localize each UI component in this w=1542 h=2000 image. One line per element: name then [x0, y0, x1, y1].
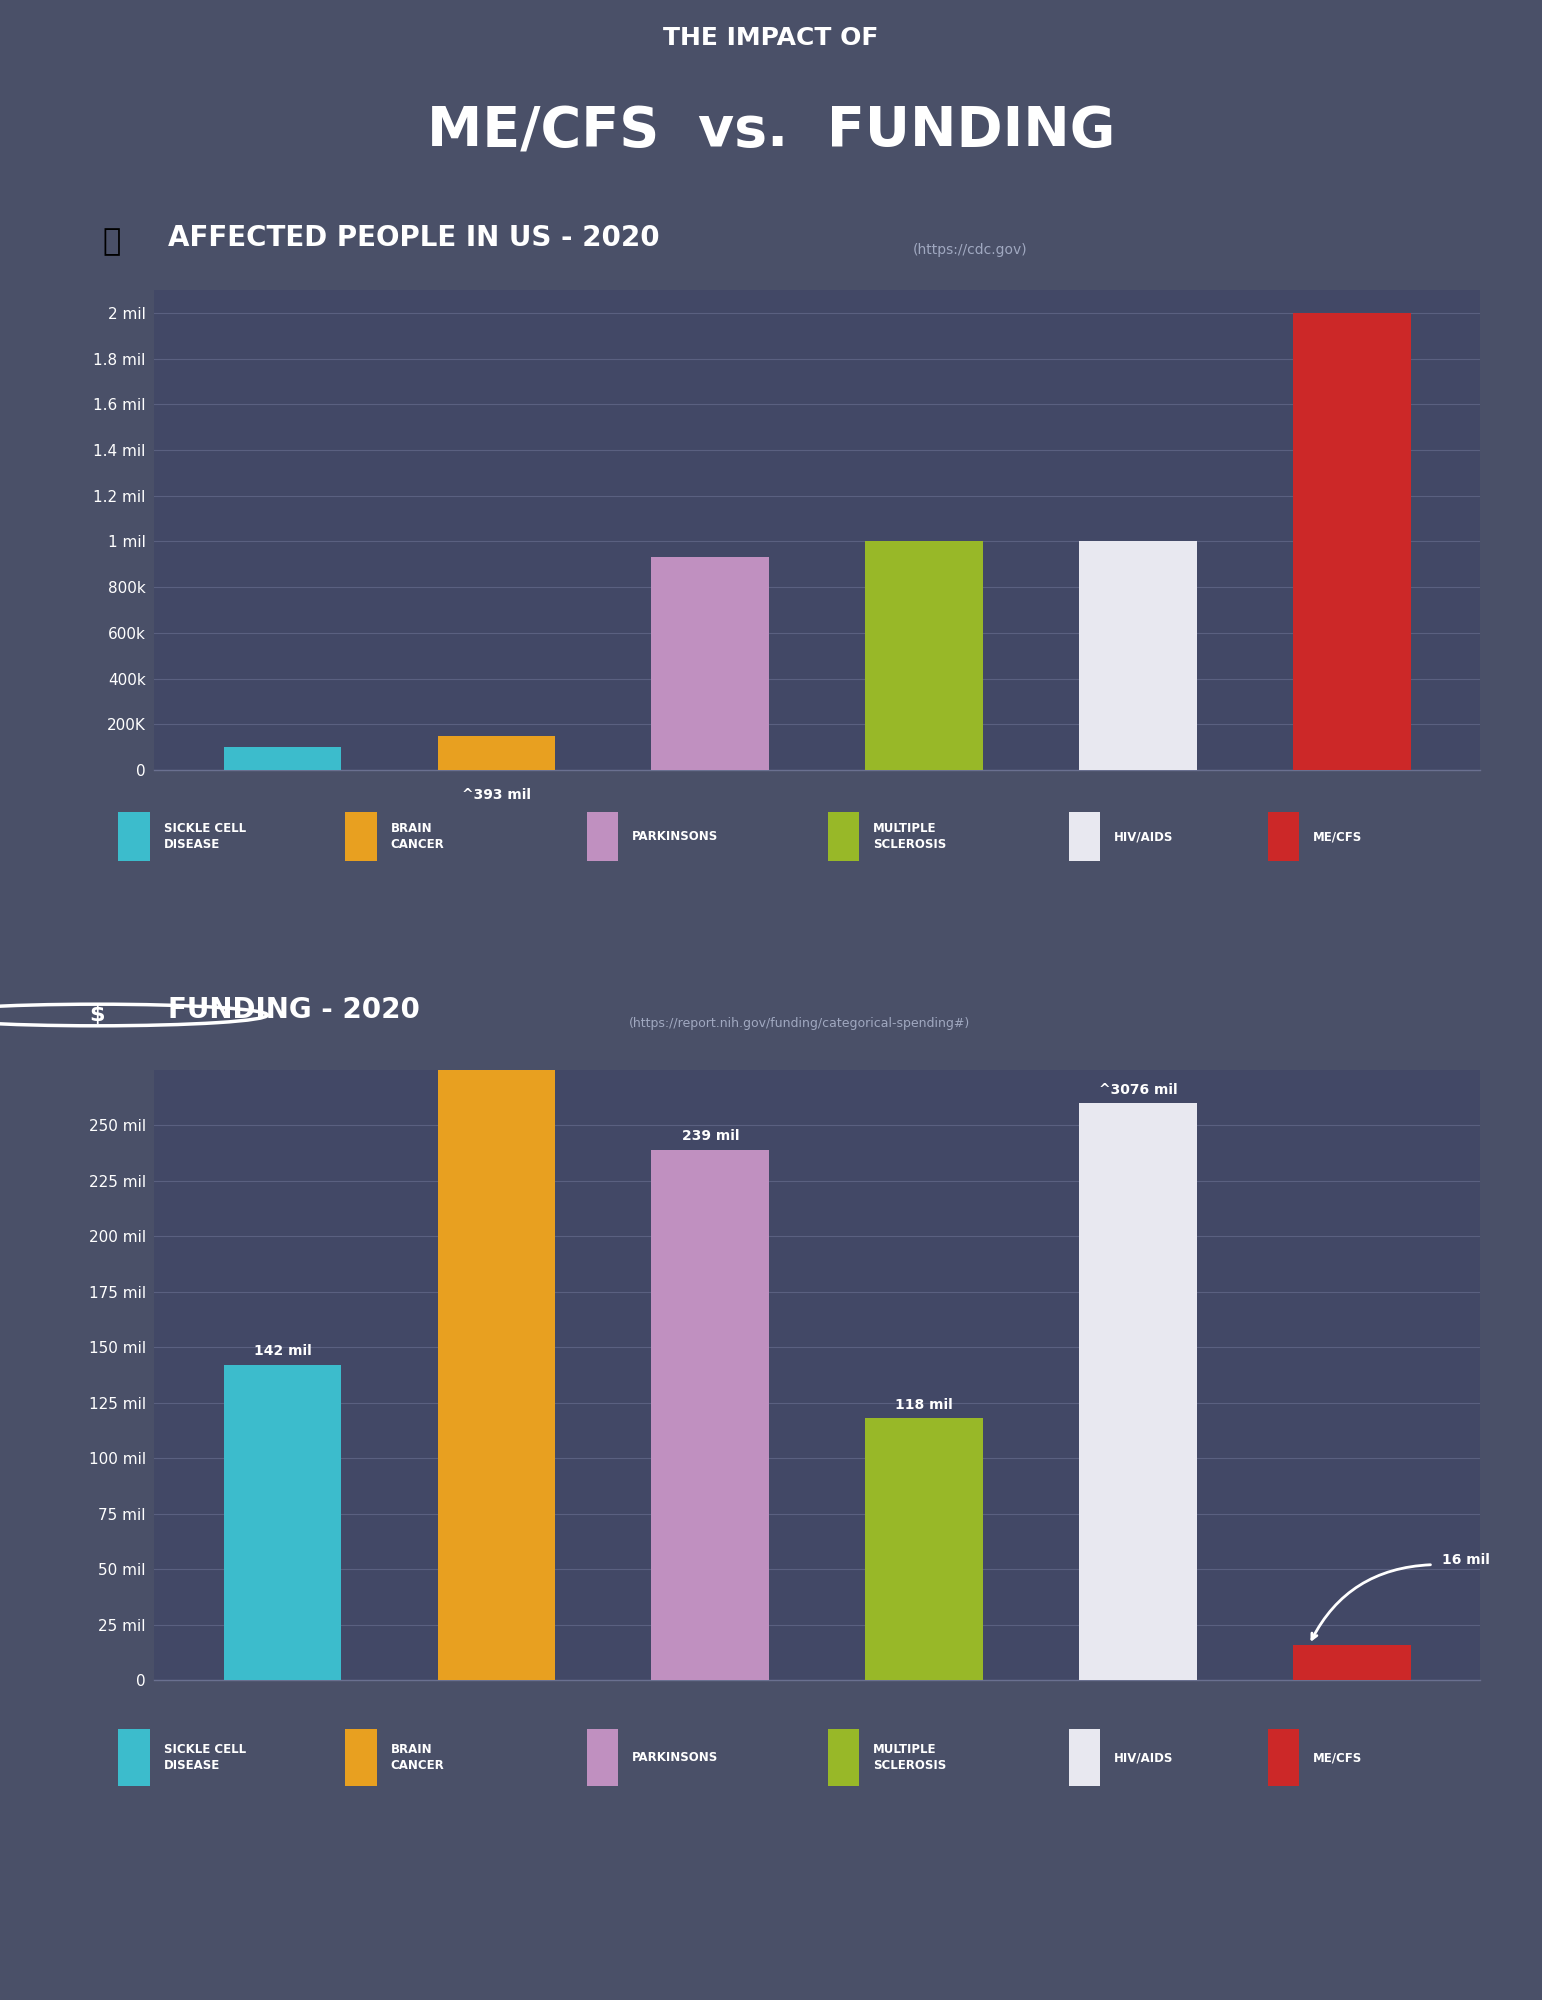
Text: SICKLE CELL
DISEASE: SICKLE CELL DISEASE: [163, 1744, 245, 1772]
Text: 239 mil: 239 mil: [682, 1130, 739, 1144]
FancyBboxPatch shape: [345, 812, 376, 862]
Text: ME/CFS: ME/CFS: [1312, 830, 1362, 844]
Text: 118 mil: 118 mil: [896, 1398, 953, 1412]
Text: ME/CFS  vs.  FUNDING: ME/CFS vs. FUNDING: [427, 104, 1115, 158]
Text: $: $: [89, 1004, 105, 1024]
FancyBboxPatch shape: [345, 1730, 376, 1786]
FancyBboxPatch shape: [586, 812, 618, 862]
Text: HIV/AIDS: HIV/AIDS: [1115, 1752, 1173, 1764]
Text: PARKINSONS: PARKINSONS: [632, 1752, 719, 1764]
Bar: [865, 542, 984, 770]
FancyBboxPatch shape: [828, 1730, 859, 1786]
Text: THE IMPACT OF: THE IMPACT OF: [663, 26, 879, 50]
Bar: [1079, 1104, 1197, 1680]
Text: 👥: 👥: [102, 228, 120, 256]
Bar: [224, 1366, 341, 1680]
FancyBboxPatch shape: [828, 812, 859, 862]
Text: ME/CFS: ME/CFS: [1312, 1752, 1362, 1764]
FancyBboxPatch shape: [1069, 1730, 1099, 1786]
Bar: [1294, 1644, 1411, 1680]
Text: PARKINSONS: PARKINSONS: [632, 830, 719, 844]
Text: (https://cdc.gov): (https://cdc.gov): [913, 244, 1027, 258]
FancyBboxPatch shape: [1268, 1730, 1298, 1786]
Bar: [865, 1418, 984, 1680]
FancyBboxPatch shape: [119, 812, 150, 862]
FancyBboxPatch shape: [119, 1730, 150, 1786]
Text: BRAIN
CANCER: BRAIN CANCER: [390, 822, 444, 852]
Text: MULTIPLE
SCLEROSIS: MULTIPLE SCLEROSIS: [873, 1744, 947, 1772]
Circle shape: [0, 1004, 267, 1026]
Bar: [224, 748, 341, 770]
Text: FUNDING - 2020: FUNDING - 2020: [168, 996, 419, 1024]
FancyBboxPatch shape: [1069, 812, 1099, 862]
FancyBboxPatch shape: [1268, 812, 1298, 862]
FancyBboxPatch shape: [586, 1730, 618, 1786]
Text: 16 mil: 16 mil: [1442, 1554, 1490, 1568]
Text: (https://report.nih.gov/funding/categorical-spending#): (https://report.nih.gov/funding/categori…: [629, 1018, 970, 1030]
Text: AFFECTED PEOPLE IN US - 2020: AFFECTED PEOPLE IN US - 2020: [168, 224, 660, 252]
Text: ^3076 mil: ^3076 mil: [1099, 1082, 1178, 1096]
Text: MULTIPLE
SCLEROSIS: MULTIPLE SCLEROSIS: [873, 822, 947, 852]
Bar: [652, 558, 769, 770]
Text: 142 mil: 142 mil: [254, 1344, 311, 1358]
Bar: [438, 808, 555, 1680]
Bar: [438, 736, 555, 770]
Text: SICKLE CELL
DISEASE: SICKLE CELL DISEASE: [163, 822, 245, 852]
Bar: [1079, 542, 1197, 770]
Text: HIV/AIDS: HIV/AIDS: [1115, 830, 1173, 844]
Text: ^393 mil: ^393 mil: [463, 788, 530, 802]
Bar: [652, 1150, 769, 1680]
Bar: [1294, 312, 1411, 770]
Text: BRAIN
CANCER: BRAIN CANCER: [390, 1744, 444, 1772]
